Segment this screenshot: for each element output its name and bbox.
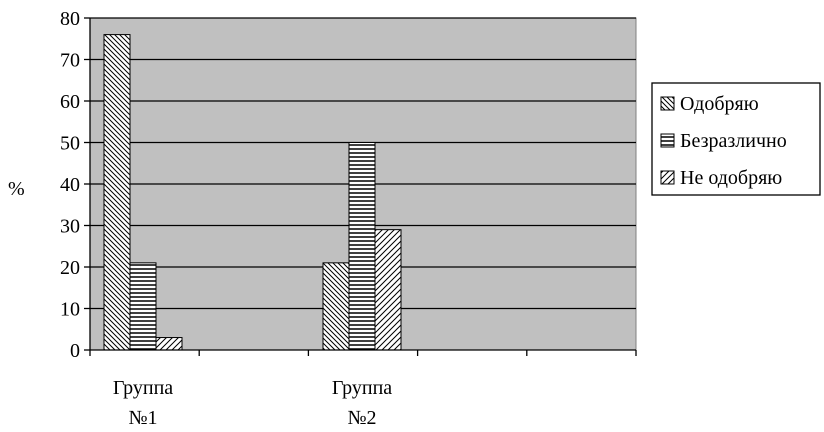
y-axis-label: % [8,178,25,200]
legend-label-1: Одобряю [680,93,759,115]
y-tick-label: 50 [60,133,80,155]
bar-1-group-2 [322,262,350,351]
bar-3-group-1 [155,337,183,351]
category-label-line: Группа [113,377,173,399]
y-tick-label: 60 [60,91,80,113]
legend-swatch-2 [660,133,675,148]
y-tick-label: 40 [60,174,80,196]
legend-label-2: Безразлично [680,130,787,152]
category-label-line: №2 [347,407,376,429]
bars [103,34,402,351]
legend-swatch-3 [660,170,675,185]
y-tick-label: 80 [60,8,80,30]
legend-label-3: Не одобряю [680,167,782,189]
y-tick-label: 70 [60,50,80,72]
axis-labels: 0 10 20 30 40 50 60 70 80% Группа №1 Группа №2 [8,8,392,429]
legend-box [651,82,821,196]
y-tick-label: 20 [60,257,80,279]
y-tick-label: 10 [60,299,80,321]
bar-2-group-2 [348,142,376,351]
category-label-line: Группа [332,377,392,399]
category-label-line: №1 [128,407,157,429]
axes [84,17,637,356]
y-tick-label: 30 [60,216,80,238]
bar-3-group-2 [374,229,402,351]
y-tick-label: 0 [70,340,80,362]
bar-2-group-1 [129,262,157,351]
legend-swatch-1 [660,96,675,111]
legend: Одобряю Безразлично Не одобряю [651,82,821,196]
bar-1-group-1 [103,34,131,351]
